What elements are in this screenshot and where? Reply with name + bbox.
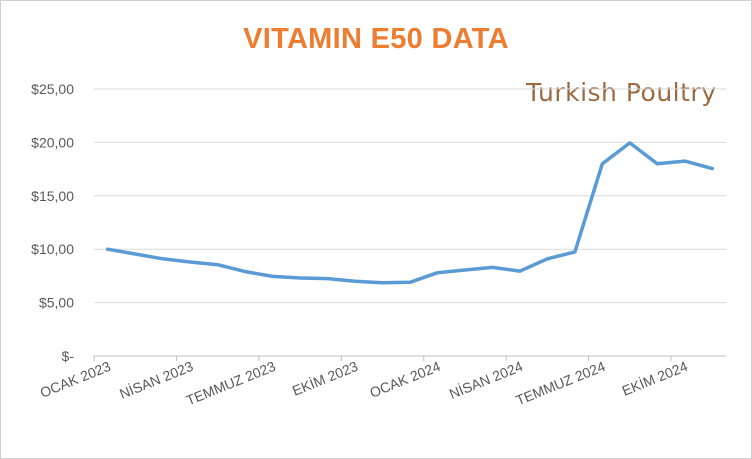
x-tick-label: TEMMUZ 2023 xyxy=(184,358,278,408)
y-tick-label: $20,00 xyxy=(31,134,74,150)
y-tick-label: $- xyxy=(62,348,75,364)
chart-title: VITAMIN E50 DATA xyxy=(243,23,509,55)
x-tick-label: OCAK 2023 xyxy=(38,358,113,401)
y-tick-label: $25,00 xyxy=(31,81,74,97)
y-tick-label: $5,00 xyxy=(39,295,74,311)
x-tick-label: EKİM 2023 xyxy=(290,357,361,399)
x-tick-label: TEMMUZ 2024 xyxy=(513,358,607,408)
turkish-poultry-logo: Turkish Poultry xyxy=(526,77,716,109)
series-line xyxy=(105,141,715,285)
x-tick-label: EKİM 2024 xyxy=(619,357,690,399)
logo-text: Turkish Poultry xyxy=(526,78,717,107)
y-tick-label: $15,00 xyxy=(31,188,74,204)
x-tick-label: OCAK 2024 xyxy=(367,358,442,401)
y-tick-label: $10,00 xyxy=(31,241,74,257)
